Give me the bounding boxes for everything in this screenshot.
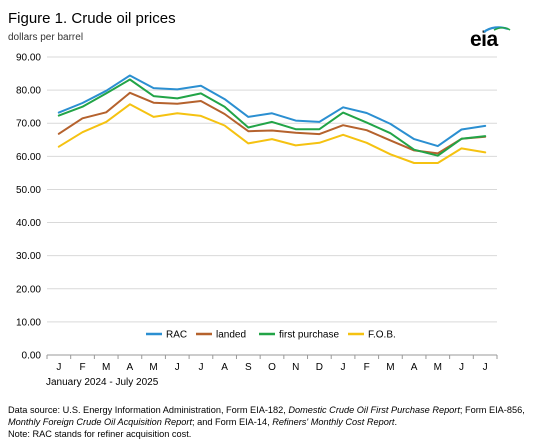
data-source-part: . (394, 417, 398, 427)
x-tick-label: J (483, 362, 488, 373)
data-source-part: Refiners' Monthly Cost Report (272, 417, 395, 427)
y-tick-label: 80.00 (16, 86, 41, 97)
note-text: Note: RAC stands for refiner acquisition… (8, 429, 192, 439)
x-tick-label: N (292, 362, 299, 373)
x-tick-label: J (341, 362, 346, 373)
y-tick-label: 60.00 (16, 152, 41, 163)
y-tick-label: 50.00 (16, 185, 41, 196)
x-tick-label: F (79, 362, 85, 373)
series-line-rac (57, 74, 487, 148)
y-tick-label: 20.00 (16, 284, 41, 295)
x-tick-label: J (175, 362, 180, 373)
x-tick-label: J (198, 362, 203, 373)
series-line-f-o-b (57, 103, 487, 164)
eia-logo-text: eia (470, 28, 498, 51)
gridlines (47, 56, 497, 356)
series-line-first-purchase (57, 78, 487, 157)
chart-title: Figure 1. Crude oil prices (8, 10, 176, 27)
y-tick-label: 70.00 (16, 119, 41, 130)
legend-label: landed (216, 330, 246, 341)
x-tick-label: A (127, 362, 134, 373)
data-source-text: Data source: U.S. Energy Information Adm… (8, 404, 532, 428)
data-source-part: ; and Form EIA-14, (192, 417, 273, 427)
data-source-part: Data source: U.S. Energy Information Adm… (8, 405, 289, 415)
x-tick-label: D (316, 362, 323, 373)
x-tick-label: O (268, 362, 276, 373)
legend-label: first purchase (279, 330, 339, 341)
data-source-part: Domestic Crude Oil First Purchase Report (288, 405, 460, 415)
x-tick-label: J (56, 362, 61, 373)
x-tick-label: F (364, 362, 370, 373)
y-tick-label: 10.00 (16, 317, 41, 328)
date-range-label: January 2024 - July 2025 (46, 377, 159, 388)
x-tick-label: A (411, 362, 418, 373)
x-tick-label: S (245, 362, 252, 373)
y-tick-label: 40.00 (16, 218, 41, 229)
y-tick-label: 90.00 (16, 53, 41, 64)
eia-logo: eia (470, 26, 514, 51)
x-tick-label: A (221, 362, 228, 373)
y-axis-tick-labels: 0.00 10.00 20.00 30.00 40.00 50.00 60.00 70.00 8… (16, 53, 41, 362)
legend-label: RAC (166, 330, 187, 341)
legend-label: F.O.B. (368, 330, 396, 341)
y-axis-unit-label: dollars per barrel (8, 32, 84, 43)
x-tick-label: J (459, 362, 464, 373)
y-tick-label: 30.00 (16, 251, 41, 262)
y-tick-label: 0.00 (22, 351, 42, 362)
footnote: Data source: U.S. Energy Information Adm… (8, 404, 532, 440)
series-lines (57, 74, 487, 164)
x-tick-label: M (102, 362, 110, 373)
data-source-part: ; Form EIA-856, (459, 405, 525, 415)
legend: RAC landed first purchase F.O.B. (146, 330, 396, 341)
eia-logo-swoosh-icon (483, 26, 511, 33)
x-tick-label: M (434, 362, 442, 373)
crude-oil-price-chart: 0.00 10.00 20.00 30.00 40.00 50.00 60.00 70.00 8… (16, 53, 498, 373)
x-tick-label: M (386, 362, 394, 373)
data-source-part: Monthly Foreign Crude Oil Acquisition Re… (8, 417, 193, 427)
x-tick-label: M (149, 362, 157, 373)
